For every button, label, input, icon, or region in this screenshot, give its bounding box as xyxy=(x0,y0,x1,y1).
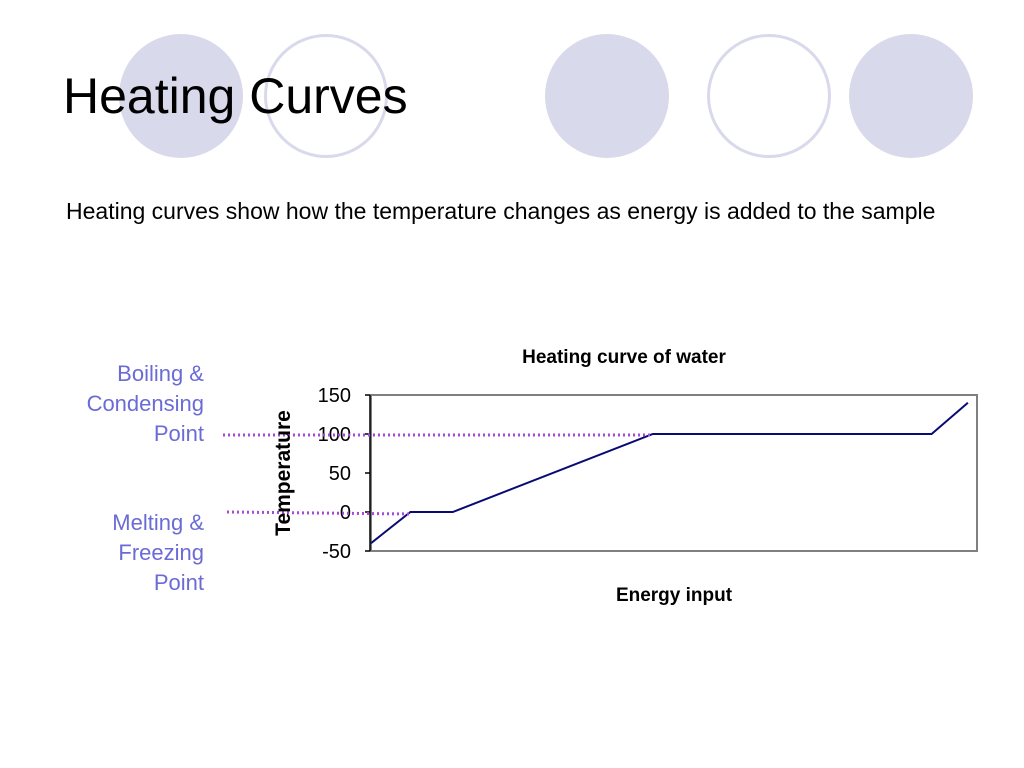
chart-title: Heating curve of water xyxy=(522,347,726,368)
melting-label-line: Freezing xyxy=(118,540,204,565)
boiling-label-line: Condensing xyxy=(86,391,204,416)
y-tick-label: -50 xyxy=(322,541,351,563)
decor-circle-filled xyxy=(545,34,669,158)
melting-point-marker xyxy=(226,510,411,516)
series-line xyxy=(370,402,969,544)
decor-circle-filled xyxy=(119,34,243,158)
y-tick-label: 50 xyxy=(329,463,351,485)
boiling-point-label: Boiling & Condensing Point xyxy=(4,359,204,449)
y-tick-label: 0 xyxy=(340,502,351,524)
decor-circle-ring xyxy=(264,34,388,158)
boiling-label-line: Boiling & xyxy=(117,361,204,386)
plot-area xyxy=(370,394,978,552)
y-axis-label: Temperature xyxy=(272,410,295,536)
slide-subtitle: Heating curves show how the temperature … xyxy=(66,198,936,224)
melting-label-line: Point xyxy=(153,570,204,595)
boiling-label-line: Point xyxy=(153,421,204,446)
slide-title: Heating Curves xyxy=(63,68,408,124)
y-tick-label: 150 xyxy=(318,385,351,407)
x-axis-label: Energy input xyxy=(616,585,733,606)
decor-circle-ring xyxy=(707,34,831,158)
melting-point-label: Melting & Freezing Point xyxy=(4,508,204,598)
decor-circle-filled xyxy=(849,34,973,158)
melting-label-line: Melting & xyxy=(112,510,204,535)
